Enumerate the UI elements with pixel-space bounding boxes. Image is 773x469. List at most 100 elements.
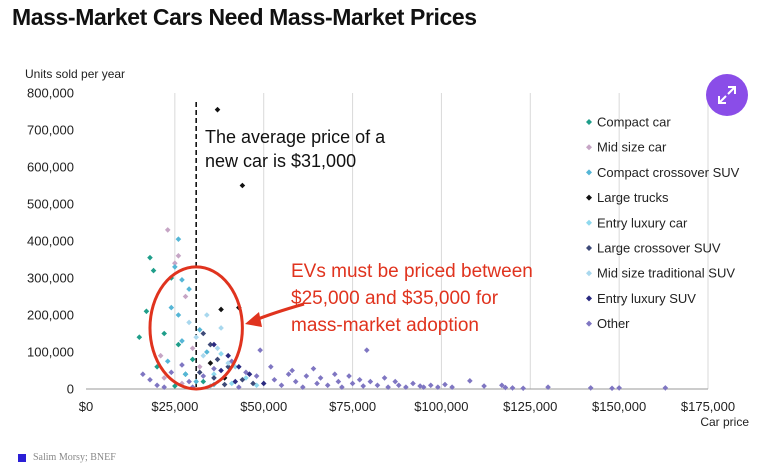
data-point (417, 383, 423, 389)
data-point (324, 382, 331, 389)
data-point (214, 356, 221, 363)
data-point (616, 385, 622, 391)
data-point (662, 385, 669, 391)
data-point (239, 376, 246, 383)
legend-label: Compact car (597, 115, 671, 130)
data-point (292, 378, 299, 385)
legend-label: Entry luxury SUV (597, 291, 696, 306)
data-point (218, 367, 224, 374)
legend-marker (586, 144, 592, 151)
data-point (346, 373, 352, 379)
data-point (204, 312, 210, 318)
data-point (360, 383, 367, 389)
data-point (211, 365, 217, 372)
data-point (300, 384, 306, 390)
data-point (509, 385, 516, 391)
data-point (225, 364, 231, 370)
data-point (285, 371, 292, 377)
callout-line-3: mass-market adoption (291, 315, 479, 336)
data-point (449, 384, 455, 390)
data-point (164, 227, 171, 233)
data-point (268, 364, 274, 370)
legend-marker (586, 245, 592, 251)
data-point (211, 371, 217, 377)
data-point (221, 381, 228, 388)
annotation-line-1: The average price of a (205, 127, 386, 147)
data-point (200, 378, 207, 385)
data-point (147, 376, 153, 383)
data-point (225, 352, 231, 359)
data-point (403, 384, 409, 390)
grid-layer (174, 93, 709, 389)
expand-arrows-icon (718, 86, 736, 104)
legend-marker (586, 270, 592, 277)
data-point (154, 364, 160, 370)
data-point (143, 308, 150, 315)
data-point (381, 375, 388, 381)
data-point (246, 371, 253, 377)
data-point (289, 367, 295, 374)
legend-label: Mid size car (597, 140, 667, 155)
page-title: Mass-Market Cars Need Mass-Market Prices (12, 4, 477, 30)
y-tick-label: 600,000 (27, 160, 74, 175)
legend-marker (586, 295, 592, 302)
data-point (467, 378, 473, 384)
ev-price-callout: EVs must be priced between $25,000 and $… (291, 261, 533, 336)
data-point (257, 347, 263, 353)
data-point (349, 380, 356, 387)
callout-line-1: EVs must be priced between (291, 261, 533, 282)
data-point (314, 380, 320, 387)
data-point (239, 182, 246, 189)
data-point (157, 352, 164, 359)
data-point (200, 373, 207, 379)
data-point (168, 304, 175, 311)
legend-label: Other (597, 316, 630, 331)
data-point (253, 382, 260, 389)
data-point (140, 371, 146, 377)
data-point (236, 384, 242, 390)
source-credit: Salim Morsy; BNEF (33, 452, 116, 463)
data-point (189, 384, 196, 390)
data-point (317, 375, 324, 381)
expand-button[interactable] (706, 74, 748, 116)
data-point (587, 385, 594, 391)
data-point (175, 341, 182, 348)
legend-label: Mid size traditional SUV (597, 266, 735, 281)
data-point (172, 383, 178, 389)
x-tick-label: $125,000 (503, 399, 557, 414)
x-tick-label: $150,000 (592, 399, 646, 414)
data-point (179, 277, 185, 283)
source-marker (18, 454, 26, 462)
data-point (442, 381, 448, 388)
data-point (367, 378, 374, 385)
data-point (186, 319, 192, 326)
data-point (545, 384, 551, 390)
data-point (228, 380, 235, 387)
data-point (420, 384, 427, 390)
legend-marker (586, 320, 592, 327)
average-price-annotation: The average price of a new car is $31,00… (205, 127, 386, 171)
x-tick-label: $50,000 (240, 399, 287, 414)
data-point (164, 358, 171, 365)
data-point (392, 378, 399, 385)
legend-marker (586, 194, 592, 201)
data-point (161, 330, 167, 337)
data-point (214, 345, 221, 352)
y-tick-label: 300,000 (27, 271, 74, 286)
data-point (374, 382, 381, 389)
legend-label: Large crossover SUV (597, 241, 721, 256)
data-point (410, 380, 416, 387)
data-point (278, 382, 285, 389)
data-point (609, 385, 615, 392)
data-point (214, 106, 221, 113)
data-point (182, 371, 189, 377)
data-point (335, 378, 342, 385)
data-points (136, 106, 669, 392)
data-point (207, 341, 214, 348)
data-point (427, 382, 434, 389)
x-tick-label: $25,000 (151, 399, 198, 414)
y-tick-label: 200,000 (27, 308, 74, 323)
data-point (175, 236, 182, 242)
data-point (243, 375, 249, 381)
x-tick-label: $75,000 (329, 399, 376, 414)
